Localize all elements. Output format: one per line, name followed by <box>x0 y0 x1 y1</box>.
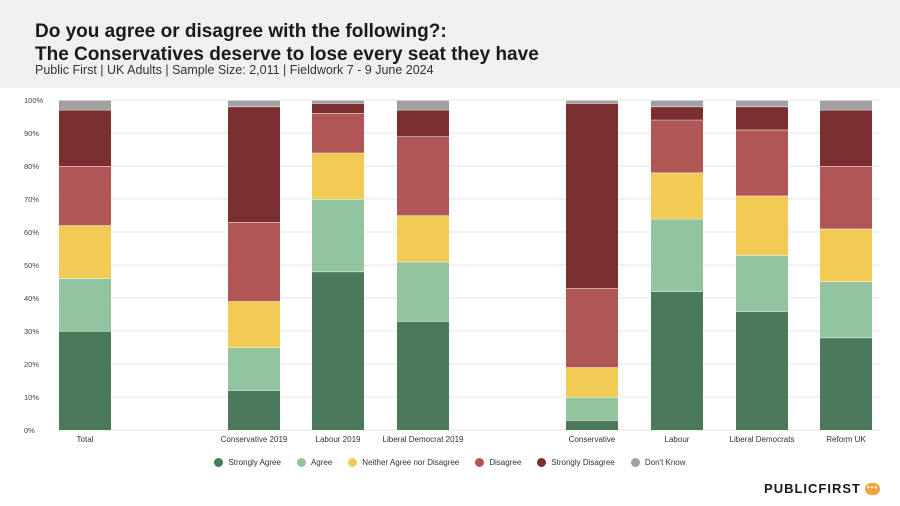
bar-segment <box>312 152 364 199</box>
bar-segment <box>397 136 449 216</box>
bar-segment <box>312 199 364 272</box>
bar-segment <box>312 103 364 114</box>
y-tick-label: 40% <box>24 294 39 303</box>
bar-segment <box>651 100 703 107</box>
bar-segment <box>736 311 788 430</box>
x-tick-label: Liberal Democrats <box>730 435 795 444</box>
bar-segment <box>820 100 872 110</box>
legend-swatch <box>348 458 358 467</box>
legend-label: Don't Know <box>644 458 686 467</box>
y-tick-label: 90% <box>24 129 39 138</box>
bar-segment <box>228 100 280 107</box>
speech-bubble-icon: ••• <box>865 482 880 495</box>
bar-segment <box>566 103 618 289</box>
y-tick-label: 20% <box>24 360 39 369</box>
bar-segment <box>312 100 364 104</box>
y-tick-label: 100% <box>24 96 44 105</box>
bar-segment <box>312 271 364 430</box>
bar-segment <box>566 397 618 421</box>
bar-segment <box>228 301 280 348</box>
legend-item: Neither Agree nor Disagree <box>348 458 459 467</box>
bar-segment <box>566 367 618 397</box>
bar-segment <box>820 166 872 229</box>
stacked-bar-chart: 0% 10% 20% 30% 40% 50% 60% 70% 80% 90% 100% Total Co… <box>24 96 880 444</box>
legend-swatch <box>537 458 547 467</box>
bar-segment <box>312 113 364 153</box>
x-tick-label: Conservative <box>569 435 616 444</box>
legend-swatch <box>296 458 306 467</box>
bar-segment <box>736 106 788 130</box>
legend-item: Agree <box>296 458 333 467</box>
bar-segment <box>397 109 449 137</box>
bar-segment <box>736 129 788 196</box>
legend-label: Strongly Disagree <box>551 458 615 467</box>
bar-segment <box>228 106 280 223</box>
title-line-2: The Conservatives deserve to lose every … <box>35 44 539 65</box>
x-tick-label: Conservative 2019 <box>221 435 288 444</box>
x-tick-label: Labour 2019 <box>316 435 361 444</box>
bar-segment <box>651 172 703 219</box>
bar-segment <box>566 420 618 430</box>
logo-text: PUBLICFIRST <box>764 481 861 496</box>
legend-label: Neither Agree nor Disagree <box>362 458 460 467</box>
legend-label: Agree <box>310 458 333 467</box>
y-tick-label: 60% <box>24 228 39 237</box>
bar-segment <box>566 288 618 368</box>
bar-segment <box>59 109 111 166</box>
bar-segment <box>228 347 280 391</box>
y-tick-label: 0% <box>24 426 35 435</box>
chart-title: Do you agree or disagree with the follow… <box>35 20 539 66</box>
bar-segment <box>651 106 703 120</box>
bar-segment <box>820 337 872 430</box>
x-tick-label: Liberal Democrat 2019 <box>383 435 464 444</box>
bar-segment <box>397 100 449 110</box>
bar-segment <box>820 228 872 282</box>
bar-segment <box>820 281 872 338</box>
chart-subtitle: Public First | UK Adults | Sample Size: … <box>35 63 434 77</box>
bar-segment <box>397 321 449 430</box>
bar-segment <box>59 225 111 279</box>
title-line-1: Do you agree or disagree with the follow… <box>35 21 447 42</box>
bar-segment <box>228 222 280 302</box>
bar-segment <box>59 100 111 110</box>
bar-segment <box>397 261 449 322</box>
x-tick-label: Reform UK <box>826 435 866 444</box>
y-tick-label: 50% <box>24 261 39 270</box>
header: Do you agree or disagree with the follow… <box>0 0 900 88</box>
legend-swatch <box>475 458 485 467</box>
bar-segment <box>59 166 111 226</box>
legend: Strongly Agree Agree Neither Agree nor Dis… <box>0 458 900 467</box>
legend-swatch <box>214 458 224 467</box>
bar-segment <box>59 278 111 331</box>
x-tick-label: Labour <box>665 435 690 444</box>
bar-segment <box>651 291 703 430</box>
legend-swatch <box>630 458 640 467</box>
bar-segment <box>651 119 703 173</box>
bar-segment <box>736 255 788 312</box>
bar-segment <box>820 109 872 166</box>
bar-segment <box>59 331 111 430</box>
legend-label: Disagree <box>489 458 522 467</box>
y-tick-label: 30% <box>24 327 39 336</box>
legend-label: Strongly Agree <box>228 458 281 467</box>
bar-segment <box>736 100 788 107</box>
x-tick-label: Total <box>77 435 94 444</box>
y-tick-label: 10% <box>24 393 39 402</box>
logo: PUBLICFIRST ••• <box>764 481 880 496</box>
bar-segment <box>736 195 788 256</box>
legend-item: Disagree <box>475 458 521 467</box>
bar-segment <box>397 215 449 262</box>
legend-item: Strongly Disagree <box>537 458 615 467</box>
y-tick-label: 70% <box>24 195 39 204</box>
bar-segment <box>566 100 618 104</box>
legend-item: Don't Know <box>630 458 686 467</box>
y-tick-label: 80% <box>24 162 39 171</box>
legend-item: Strongly Agree <box>214 458 281 467</box>
bar-segment <box>651 218 703 292</box>
bar-segment <box>228 390 280 430</box>
